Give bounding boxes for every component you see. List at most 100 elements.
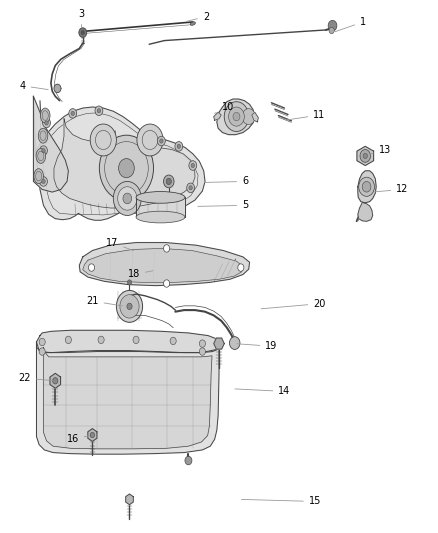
Text: 4: 4 (19, 81, 48, 91)
Circle shape (238, 264, 244, 271)
Circle shape (39, 348, 45, 356)
Text: 21: 21 (86, 296, 122, 306)
Circle shape (79, 28, 87, 37)
Text: 16: 16 (67, 434, 90, 445)
Circle shape (42, 179, 45, 183)
Circle shape (54, 84, 61, 93)
Circle shape (42, 118, 50, 128)
Circle shape (224, 102, 249, 132)
Circle shape (39, 338, 45, 346)
Circle shape (163, 175, 174, 188)
Circle shape (71, 111, 74, 116)
Polygon shape (217, 99, 255, 135)
Ellipse shape (36, 149, 46, 164)
Text: 6: 6 (204, 176, 248, 187)
Circle shape (133, 336, 139, 344)
Text: 20: 20 (261, 298, 325, 309)
Polygon shape (358, 171, 376, 203)
Circle shape (242, 109, 255, 125)
Polygon shape (33, 96, 68, 192)
Circle shape (362, 181, 371, 192)
Circle shape (230, 337, 240, 350)
Text: 14: 14 (235, 386, 291, 397)
Polygon shape (50, 373, 60, 388)
Circle shape (229, 107, 244, 126)
Circle shape (95, 106, 103, 116)
Polygon shape (126, 494, 133, 505)
Circle shape (177, 144, 180, 149)
Circle shape (42, 149, 45, 153)
Circle shape (175, 142, 183, 151)
Circle shape (189, 161, 197, 170)
Text: 5: 5 (198, 200, 248, 211)
Circle shape (163, 280, 170, 287)
Circle shape (363, 154, 367, 159)
Circle shape (199, 340, 205, 348)
Circle shape (123, 193, 132, 204)
Circle shape (117, 290, 143, 322)
Circle shape (233, 112, 240, 121)
Polygon shape (214, 338, 224, 349)
Circle shape (199, 348, 205, 356)
Circle shape (163, 245, 170, 252)
Circle shape (127, 280, 132, 285)
Circle shape (329, 27, 334, 34)
Circle shape (53, 377, 58, 384)
Circle shape (360, 150, 371, 163)
Polygon shape (358, 203, 373, 221)
Text: 15: 15 (241, 496, 321, 506)
Circle shape (97, 109, 101, 113)
Circle shape (119, 159, 134, 177)
Circle shape (191, 164, 194, 167)
Polygon shape (33, 96, 205, 220)
Ellipse shape (38, 128, 48, 143)
Circle shape (328, 20, 337, 31)
Ellipse shape (40, 108, 50, 123)
Text: 17: 17 (106, 238, 134, 251)
Circle shape (90, 124, 117, 156)
Polygon shape (36, 330, 221, 353)
Text: 13: 13 (370, 144, 391, 155)
Text: 1: 1 (335, 17, 366, 31)
Text: 2: 2 (187, 12, 209, 22)
Text: 3: 3 (78, 9, 85, 27)
Circle shape (118, 187, 137, 210)
Circle shape (88, 264, 95, 271)
Ellipse shape (34, 168, 43, 183)
Text: 11: 11 (287, 110, 325, 120)
Text: 22: 22 (18, 373, 53, 383)
Circle shape (170, 337, 176, 345)
Text: 12: 12 (374, 184, 409, 195)
Circle shape (189, 185, 192, 190)
Circle shape (187, 183, 194, 192)
Polygon shape (214, 112, 221, 120)
Polygon shape (36, 342, 219, 454)
Circle shape (98, 336, 104, 344)
Circle shape (137, 124, 163, 156)
Circle shape (90, 432, 95, 438)
Circle shape (185, 456, 192, 465)
Circle shape (99, 135, 153, 201)
Circle shape (69, 109, 77, 118)
Polygon shape (136, 197, 185, 217)
Polygon shape (43, 348, 212, 449)
Circle shape (157, 136, 165, 146)
Circle shape (39, 146, 47, 156)
Circle shape (127, 303, 132, 310)
Circle shape (81, 30, 85, 35)
Polygon shape (54, 119, 195, 208)
Polygon shape (83, 248, 243, 282)
Ellipse shape (136, 211, 185, 223)
Text: 18: 18 (128, 270, 153, 279)
Circle shape (359, 177, 374, 196)
Text: 19: 19 (237, 341, 278, 351)
Polygon shape (357, 147, 374, 165)
Circle shape (159, 139, 163, 143)
Polygon shape (88, 429, 97, 441)
Circle shape (120, 295, 139, 318)
Ellipse shape (190, 22, 195, 25)
Circle shape (65, 336, 71, 344)
Circle shape (45, 121, 48, 125)
Ellipse shape (136, 191, 185, 203)
Polygon shape (252, 112, 258, 122)
